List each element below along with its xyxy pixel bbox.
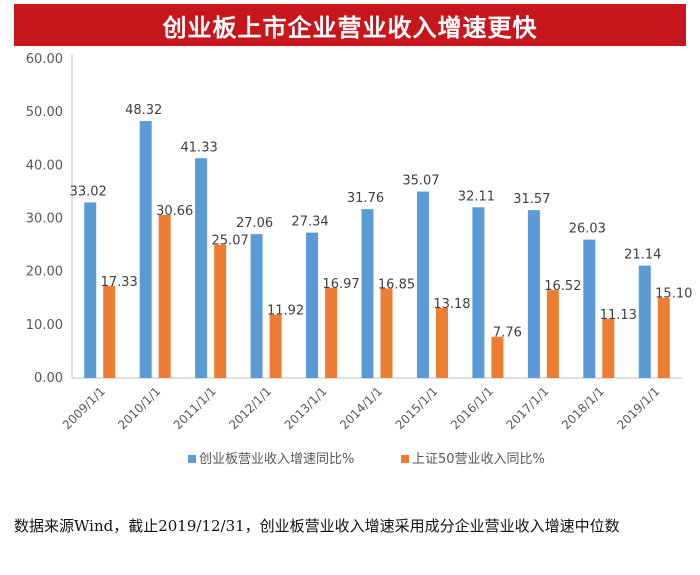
- y-tick-label: 0.00: [34, 371, 63, 386]
- data-label: 26.03: [569, 222, 606, 237]
- bar-cyb: [472, 207, 485, 378]
- bar-sz50: [103, 285, 116, 378]
- bar-cyb: [84, 202, 97, 378]
- bar-cyb: [195, 158, 208, 378]
- legend-label: 创业板营业收入增速同比%: [199, 452, 354, 467]
- bar-sz50: [657, 297, 670, 378]
- x-tick-label: 2009/1/1: [60, 384, 108, 432]
- data-label: 21.14: [624, 248, 661, 263]
- bar-sz50: [602, 318, 615, 378]
- x-tick-label: 2016/1/1: [448, 384, 496, 432]
- bar-sz50: [158, 214, 171, 378]
- data-label: 32.11: [458, 189, 495, 204]
- x-tick-label: 2018/1/1: [559, 384, 607, 432]
- y-tick-label: 10.00: [26, 318, 63, 333]
- data-label: 33.02: [70, 184, 107, 199]
- x-tick-label: 2010/1/1: [115, 384, 163, 432]
- data-label: 7.76: [493, 326, 522, 341]
- data-label: 41.33: [181, 140, 218, 155]
- y-tick-label: 20.00: [26, 265, 63, 280]
- x-tick-label: 2019/1/1: [614, 384, 662, 432]
- bar-sz50: [435, 307, 448, 378]
- bar-cyb: [527, 210, 540, 378]
- chart-title: 创业板上市企业营业收入增速更快: [14, 4, 686, 46]
- x-tick-label: 2013/1/1: [282, 384, 330, 432]
- bar-sz50: [269, 314, 282, 378]
- data-label: 15.10: [655, 287, 692, 302]
- bar-sz50: [546, 290, 559, 378]
- legend-swatch: [401, 455, 409, 463]
- data-label: 16.85: [378, 277, 415, 292]
- data-label: 27.34: [291, 215, 328, 230]
- data-label: 16.52: [544, 279, 581, 294]
- bar-sz50: [325, 287, 338, 378]
- x-tick-label: 2015/1/1: [393, 384, 441, 432]
- data-label: 35.07: [402, 174, 439, 189]
- data-label: 31.76: [347, 191, 384, 206]
- data-label: 11.92: [267, 304, 304, 319]
- data-label: 27.06: [236, 216, 273, 231]
- bar-cyb: [638, 265, 651, 378]
- bar-cyb: [583, 239, 596, 378]
- data-label: 48.32: [125, 103, 162, 118]
- bar-cyb: [416, 191, 429, 378]
- data-label: 31.57: [513, 192, 550, 207]
- y-tick-label: 30.00: [26, 212, 63, 227]
- bar-sz50: [380, 288, 393, 378]
- bar-sz50: [214, 244, 227, 378]
- data-label: 17.33: [101, 275, 138, 290]
- y-tick-label: 60.00: [26, 52, 63, 67]
- y-tick-label: 50.00: [26, 105, 63, 120]
- legend-label: 上证50营业收入同比%: [412, 452, 545, 467]
- bar-cyb: [139, 121, 152, 378]
- bar-chart: 0.00 10.00 20.00 30.00 40.00 50.00 60.00 33.02 1…: [26, 52, 693, 467]
- bar-cyb: [306, 232, 319, 378]
- bar-sz50: [491, 336, 504, 378]
- x-tick-label: 2017/1/1: [503, 384, 551, 432]
- data-label: 11.13: [600, 308, 637, 323]
- x-tick-label: 2011/1/1: [171, 384, 219, 432]
- x-tick-label: 2012/1/1: [226, 384, 274, 432]
- data-label: 13.18: [433, 297, 470, 312]
- data-label: 30.66: [156, 204, 193, 219]
- y-tick-label: 40.00: [26, 158, 63, 173]
- legend-swatch: [188, 455, 196, 463]
- bar-cyb: [361, 209, 374, 378]
- data-label: 16.97: [322, 277, 359, 292]
- data-label: 25.07: [212, 234, 249, 249]
- source-footnote: 数据来源Wind，截止2019/12/31，创业板营业收入增速采用成分企业营业收…: [14, 517, 620, 535]
- x-tick-label: 2014/1/1: [337, 384, 385, 432]
- bar-cyb: [250, 234, 263, 378]
